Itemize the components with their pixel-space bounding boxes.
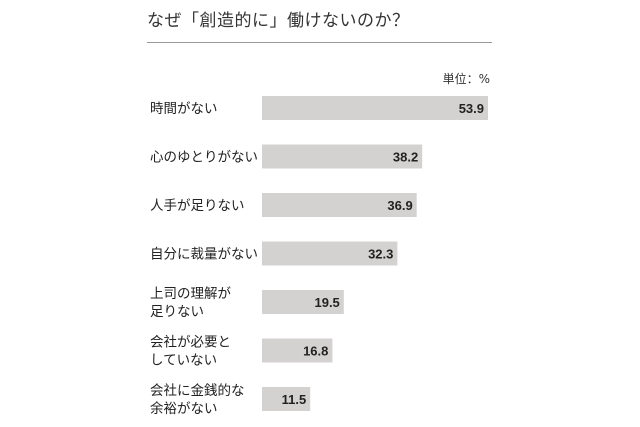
- category-label: 余裕がない: [150, 400, 218, 417]
- bar-row: 36.9 人手が足りない: [150, 193, 417, 217]
- title-divider: [147, 42, 492, 43]
- category-label: 自分に裁量がない: [150, 247, 258, 263]
- bar-value-label: 16.8: [303, 344, 328, 359]
- category-label: 時間がない: [150, 101, 218, 117]
- category-label: 会社が必要と: [150, 335, 231, 351]
- category-label: 上司の理解が: [150, 286, 231, 302]
- bar: [262, 144, 423, 169]
- bar-value-label: 53.9: [459, 101, 484, 116]
- bar-value-label: 11.5: [282, 392, 307, 407]
- bar-value-label: 38.2: [393, 150, 418, 165]
- category-label: 会社に金銭的な: [150, 383, 245, 399]
- bar-row: 32.3 自分に裁量がない: [150, 241, 398, 266]
- category-label: 足りない: [150, 304, 204, 320]
- bar: [262, 338, 333, 363]
- bar: [262, 290, 344, 314]
- bar: [262, 241, 398, 266]
- bar-value-label: 36.9: [387, 198, 412, 213]
- bar-row: 38.2 心のゆとりがない: [150, 144, 423, 169]
- bar: [262, 387, 311, 411]
- bar-value-label: 32.3: [368, 247, 393, 262]
- unit-label: 単位：%: [442, 72, 490, 86]
- bar-row: 53.9 時間がない: [150, 96, 488, 120]
- category-label: 人手が足りない: [150, 198, 245, 214]
- bar: [262, 193, 417, 217]
- category-label: 心のゆとりがない: [150, 150, 258, 166]
- bar: [262, 96, 488, 120]
- bar-value-label: 19.5: [314, 295, 339, 310]
- chart-title: なぜ「創造的に」働けないのか？: [147, 11, 410, 31]
- category-label: していない: [150, 353, 217, 369]
